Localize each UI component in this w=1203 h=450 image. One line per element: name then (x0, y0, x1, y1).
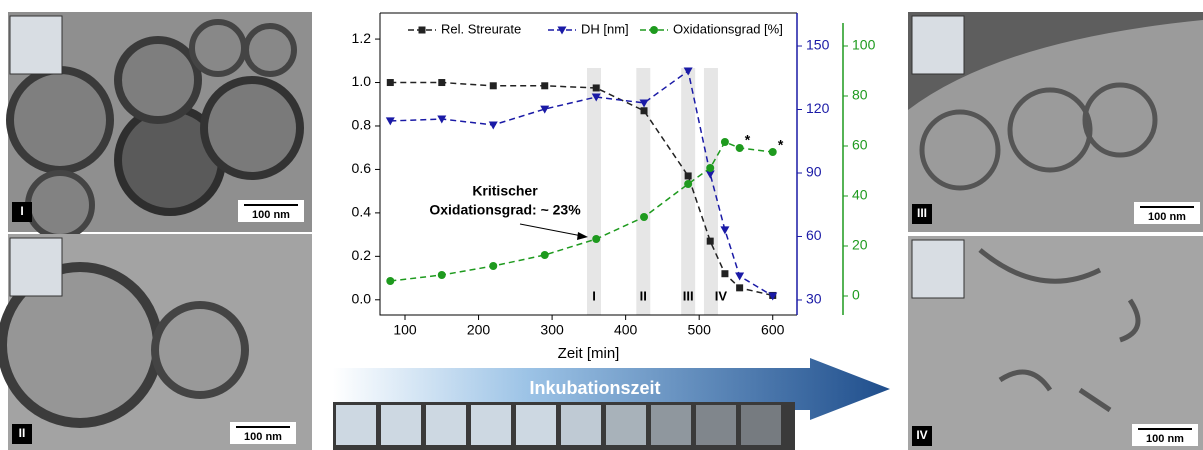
y-tick-label: 1.2 (352, 30, 372, 46)
y2-tick-label: 150 (806, 37, 830, 53)
marker (557, 26, 567, 35)
marker (684, 180, 693, 188)
panel-label-box (12, 202, 32, 222)
marker (706, 237, 714, 245)
marker (735, 144, 744, 152)
panel-label-box (12, 424, 32, 444)
marker (684, 172, 692, 180)
marker (640, 213, 649, 221)
panel-label: III (917, 206, 927, 220)
band (636, 68, 651, 315)
marker (706, 164, 715, 172)
y-tick-label: 0.4 (352, 204, 372, 220)
marker (418, 26, 426, 34)
annotation-arrow (519, 223, 583, 237)
marker (541, 82, 549, 90)
marker (591, 93, 601, 102)
marker (640, 107, 648, 115)
marker (736, 284, 744, 292)
marker (768, 292, 778, 301)
y3-tick-label: 0 (852, 287, 860, 303)
marker (437, 115, 447, 124)
marker (720, 138, 729, 146)
vial-strip (333, 402, 795, 450)
panel-label-box (912, 204, 932, 224)
asterisk: * (745, 132, 751, 148)
y-tick-label: 0.2 (352, 247, 372, 263)
marker (592, 235, 601, 243)
legend-label: Oxidationsgrad [%] (673, 21, 783, 36)
marker (705, 170, 715, 179)
y-tick-label: 0.8 (352, 117, 372, 133)
marker (386, 277, 395, 285)
x-tick-label: 400 (614, 322, 638, 338)
marker (489, 262, 498, 270)
legend-label: Rel. Streurate (441, 21, 521, 36)
panel-label: IV (916, 428, 927, 442)
marker (720, 226, 730, 235)
arrow-label: Inkubationszeit (529, 378, 660, 398)
x-tick-label: 300 (540, 322, 564, 338)
series-line (390, 69, 774, 297)
marker (683, 67, 693, 76)
x-tick-label: 100 (393, 322, 417, 338)
marker (437, 271, 446, 279)
x-axis-label: Zeit [min] (558, 345, 620, 362)
y3-tick-label: 100 (852, 37, 876, 53)
marker (592, 84, 600, 92)
band-label: IV (715, 288, 728, 303)
marker (489, 82, 497, 90)
panel-label-box (912, 426, 932, 446)
band-label: II (640, 288, 647, 303)
marker (540, 251, 549, 259)
marker (385, 117, 395, 126)
marker (650, 26, 658, 34)
marker (488, 121, 498, 130)
y3-tick-label: 20 (852, 237, 868, 253)
marker (639, 99, 649, 108)
band (703, 68, 718, 315)
y2-tick-label: 30 (806, 291, 822, 307)
marker (386, 79, 394, 87)
x-tick-label: 500 (688, 322, 712, 338)
y2-tick-label: 120 (806, 100, 830, 116)
y3-tick-label: 80 (852, 87, 868, 103)
y2-tick-label: 90 (806, 164, 822, 180)
y3-tick-label: 60 (852, 137, 868, 153)
scale-label: 100 nm (252, 209, 290, 221)
band-label: I (592, 288, 596, 303)
plot-frame (379, 13, 797, 316)
asterisk: * (778, 137, 784, 153)
marker (721, 270, 729, 278)
scale-label: 100 nm (1146, 433, 1184, 445)
panel-label: II (19, 426, 26, 440)
series-line (390, 81, 773, 297)
annotation: Oxidationsgrad: ~ 23% (429, 202, 581, 218)
y-tick-label: 1.0 (352, 73, 372, 89)
y-tick-label: 0.0 (352, 290, 372, 306)
x-tick-label: 200 (467, 322, 491, 338)
marker (438, 79, 446, 87)
marker (735, 272, 745, 281)
x-tick-label: 600 (761, 322, 785, 338)
y3-tick-label: 40 (852, 187, 868, 203)
annotation: Kritischer (472, 183, 538, 199)
panel-label: I (20, 204, 23, 218)
band-label: III (683, 288, 694, 303)
band (587, 68, 602, 315)
band (681, 68, 696, 315)
y2-tick-label: 60 (806, 227, 822, 243)
marker (540, 105, 550, 114)
legend-label: DH [nm] (581, 21, 629, 36)
scale-label: 100 nm (1148, 211, 1186, 223)
annotation-arrowhead (577, 232, 588, 240)
scale-label: 100 nm (244, 431, 282, 443)
marker (768, 148, 777, 156)
y-tick-label: 0.6 (352, 160, 372, 176)
